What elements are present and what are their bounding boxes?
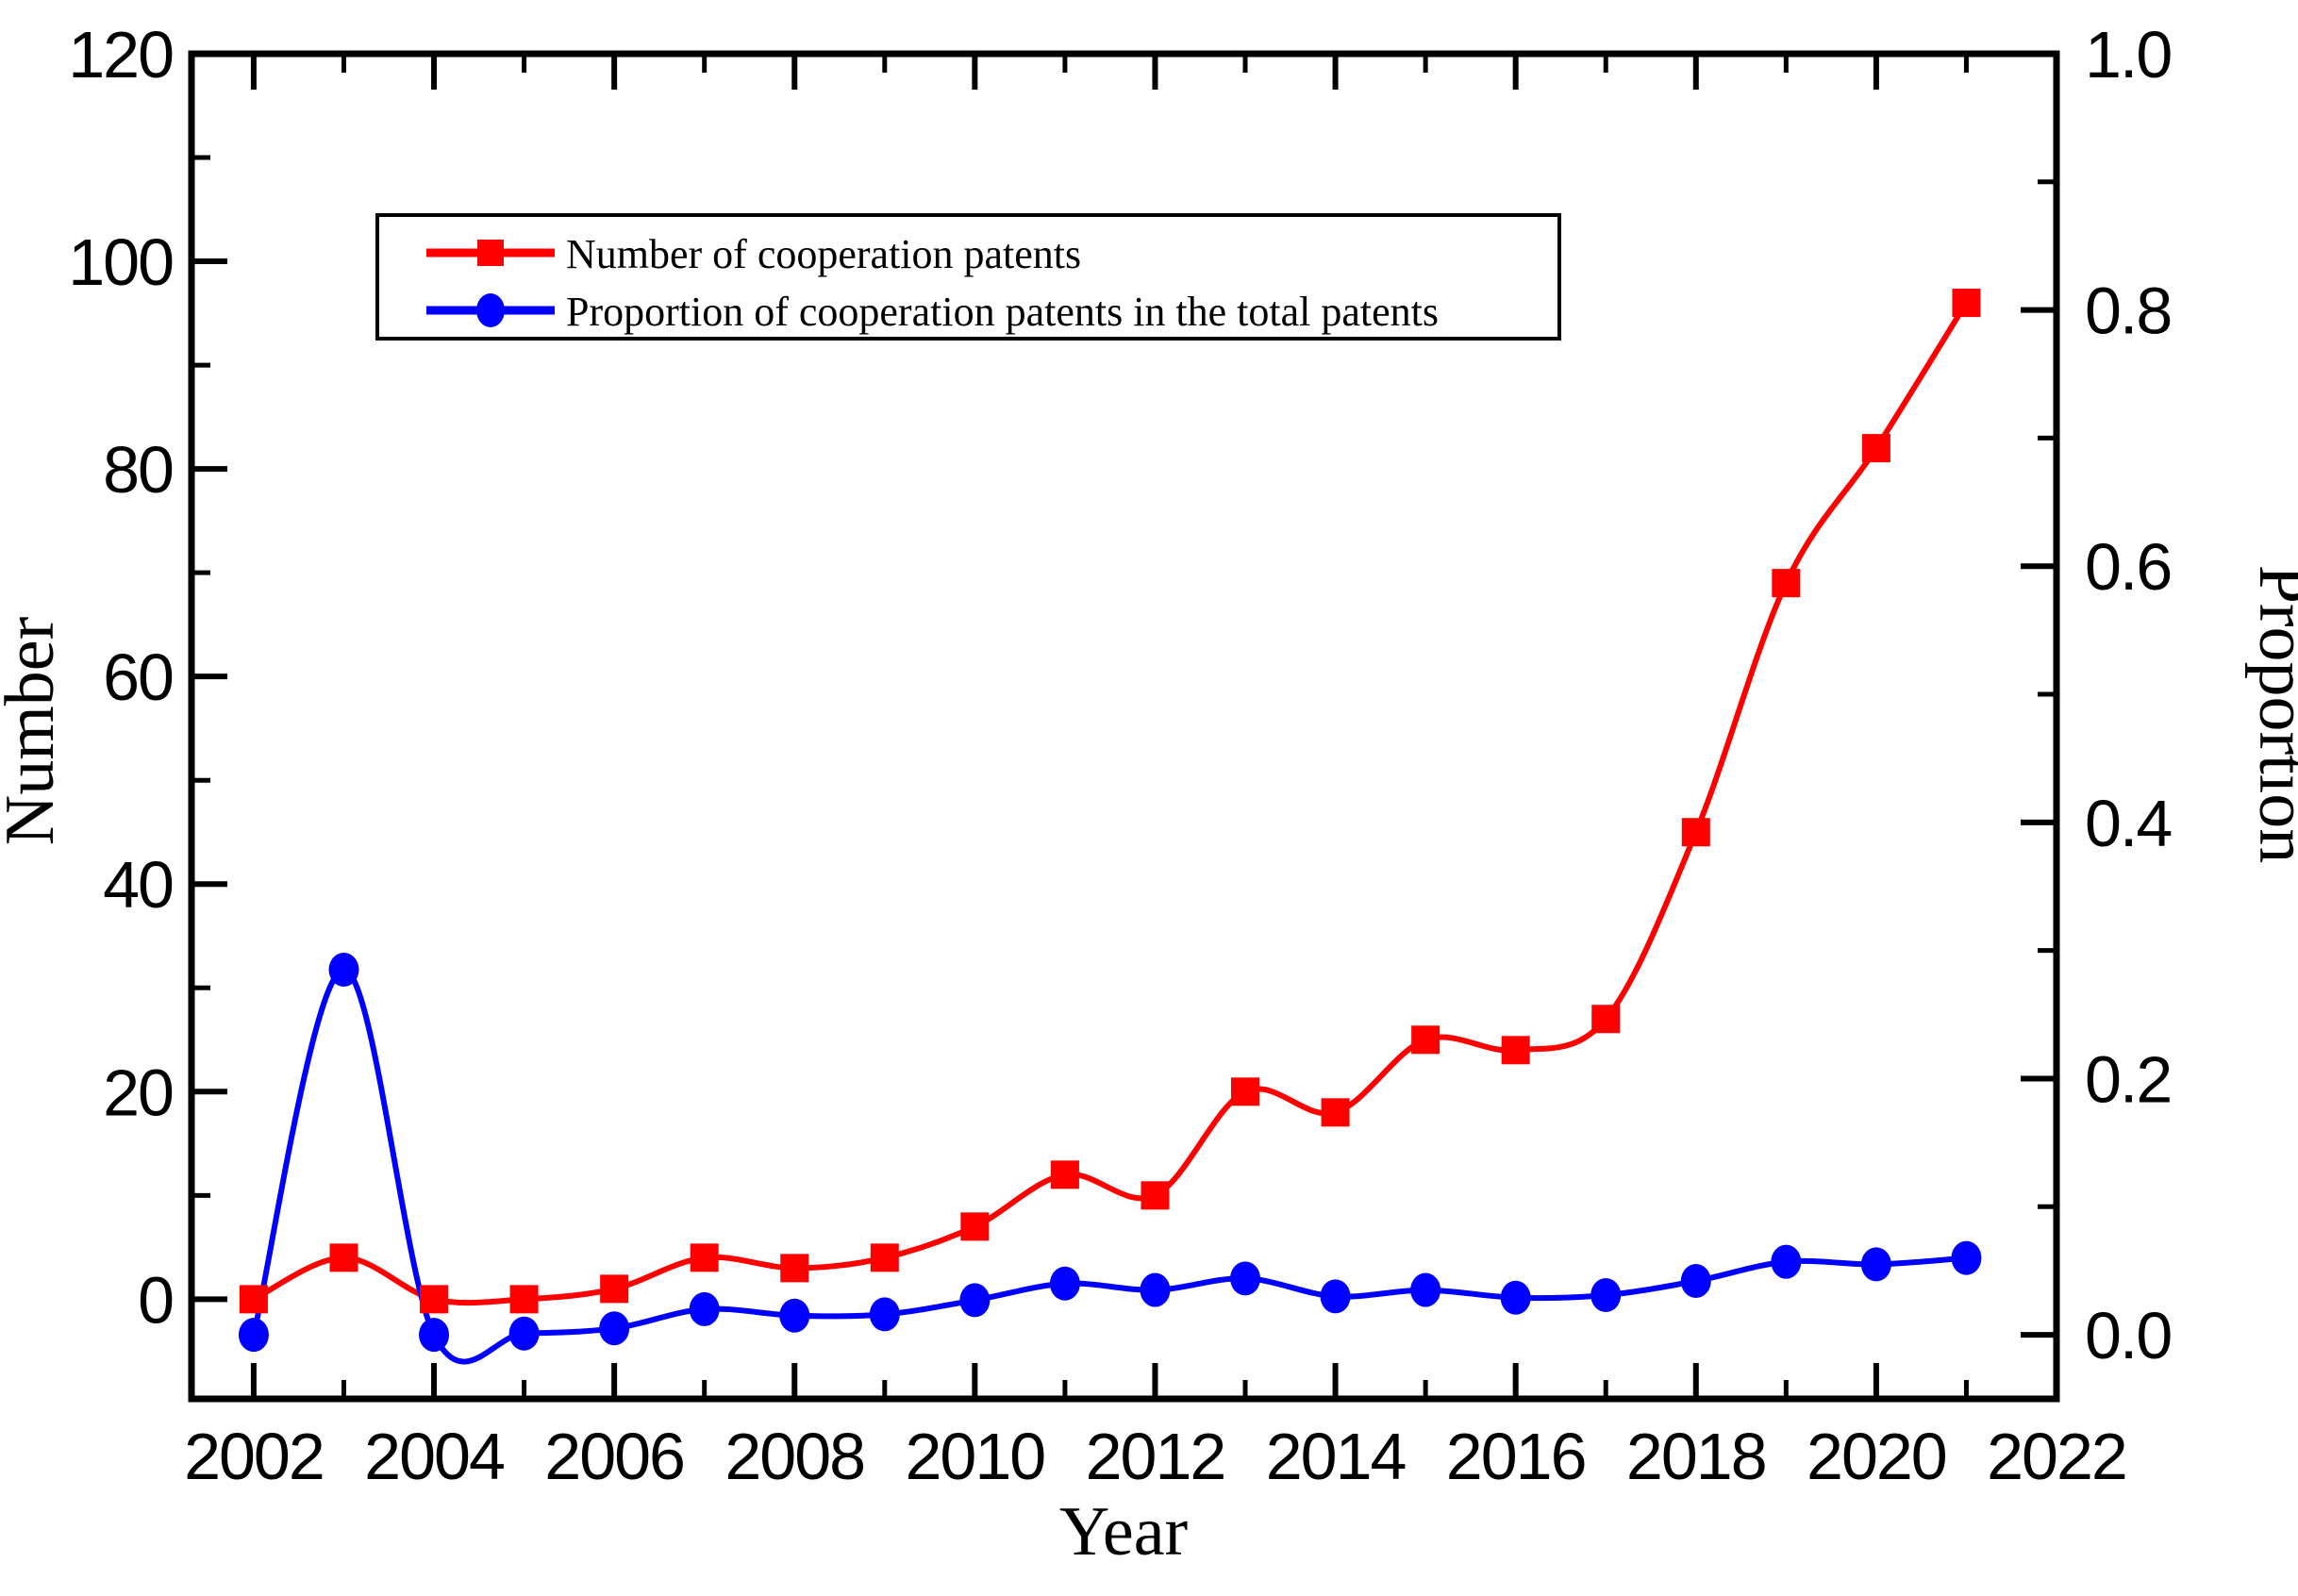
left-tick-label: 0 bbox=[138, 1263, 173, 1337]
data-point-square bbox=[1411, 1025, 1440, 1055]
data-point-square bbox=[780, 1254, 809, 1283]
left-tick-label: 60 bbox=[103, 640, 173, 714]
data-point-square bbox=[600, 1274, 629, 1304]
series-layer bbox=[238, 289, 1982, 1365]
x-tick-label: 2018 bbox=[1626, 1420, 1766, 1493]
data-point-square bbox=[1772, 569, 1801, 598]
x-tick-label: 2016 bbox=[1446, 1420, 1586, 1493]
legend: Number of cooperation patents Proportion… bbox=[375, 213, 1561, 341]
data-point-circle bbox=[508, 1316, 540, 1351]
data-point-circle bbox=[779, 1298, 810, 1333]
data-point-square bbox=[1141, 1181, 1170, 1210]
right-tick-label: 0.0 bbox=[2085, 1299, 2171, 1372]
data-point-square bbox=[509, 1285, 539, 1314]
data-point-square bbox=[870, 1243, 899, 1272]
data-point-circle bbox=[238, 1318, 269, 1353]
right-tick-label: 0.6 bbox=[2085, 530, 2171, 604]
data-point-square bbox=[1681, 818, 1710, 847]
right-axis-title: Proportion bbox=[2244, 565, 2298, 864]
legend-item-proportion: Proportion of cooperation patents in the… bbox=[426, 289, 1439, 335]
left-tick-label: 40 bbox=[103, 848, 173, 922]
legend-label-proportion: Proportion of cooperation patents in the… bbox=[566, 289, 1439, 335]
data-point-square bbox=[329, 1243, 358, 1272]
data-point-circle bbox=[1951, 1240, 1982, 1275]
x-tick-label: 2008 bbox=[724, 1420, 864, 1493]
series-line-red bbox=[250, 300, 1970, 1306]
data-point-circle bbox=[1590, 1277, 1622, 1312]
data-point-circle bbox=[1049, 1266, 1080, 1301]
legend-item-number: Number of cooperation patents bbox=[426, 231, 1081, 277]
data-point-circle bbox=[869, 1297, 900, 1332]
data-point-circle bbox=[959, 1283, 991, 1318]
legend-square-marker-icon bbox=[477, 240, 504, 266]
data-point-circle bbox=[1410, 1272, 1441, 1307]
left-tick-label: 120 bbox=[68, 18, 173, 91]
data-point-square bbox=[690, 1243, 719, 1272]
x-tick-label: 2022 bbox=[1987, 1420, 2126, 1493]
right-tick-label: 1.0 bbox=[2085, 18, 2171, 91]
data-point-square bbox=[1501, 1036, 1530, 1065]
data-point-square bbox=[1321, 1098, 1350, 1127]
data-point-square bbox=[1231, 1077, 1260, 1106]
data-point-circle bbox=[1771, 1244, 1802, 1279]
axes-layer: 2002 2004 2006 2008 2010 2012 2014 2016 2018 2020… bbox=[68, 18, 2173, 1493]
x-axis-title: Year bbox=[1059, 1493, 1188, 1571]
left-tick-label: 80 bbox=[103, 433, 173, 507]
legend-label-number: Number of cooperation patents bbox=[566, 231, 1081, 277]
x-tick-label: 2006 bbox=[544, 1420, 684, 1493]
left-tick-label: 100 bbox=[68, 225, 173, 299]
x-tick-label: 2010 bbox=[905, 1420, 1044, 1493]
data-point-circle bbox=[1230, 1261, 1261, 1296]
plot-frame bbox=[188, 50, 2060, 1403]
data-point-square bbox=[1952, 289, 1981, 318]
data-point-circle bbox=[328, 953, 359, 988]
legend-box bbox=[375, 213, 1561, 341]
x-tick-label: 2012 bbox=[1086, 1420, 1225, 1493]
data-point-circle bbox=[599, 1311, 630, 1346]
left-axis-title: Number bbox=[0, 617, 69, 846]
data-point-square bbox=[1861, 434, 1890, 463]
x-tick-label: 2002 bbox=[184, 1420, 324, 1493]
data-point-circle bbox=[1140, 1272, 1171, 1307]
data-point-square bbox=[239, 1285, 268, 1314]
x-tick-label: 2004 bbox=[364, 1420, 504, 1493]
left-tick-label: 20 bbox=[103, 1056, 173, 1129]
data-point-circle bbox=[419, 1318, 450, 1353]
data-point-circle bbox=[1320, 1279, 1351, 1314]
legend-circle-marker-icon bbox=[476, 293, 505, 327]
x-tick-label: 2014 bbox=[1266, 1420, 1406, 1493]
x-tick-label: 2020 bbox=[1807, 1420, 1946, 1493]
data-point-circle bbox=[689, 1291, 720, 1326]
data-point-square bbox=[960, 1212, 990, 1241]
data-point-circle bbox=[1500, 1280, 1531, 1315]
data-point-circle bbox=[1680, 1264, 1711, 1299]
right-tick-label: 0.4 bbox=[2085, 787, 2171, 860]
data-point-circle bbox=[1860, 1247, 1891, 1282]
data-point-square bbox=[420, 1285, 449, 1314]
right-tick-label: 0.2 bbox=[2085, 1042, 2171, 1116]
data-point-square bbox=[1050, 1160, 1079, 1189]
right-tick-label: 0.8 bbox=[2085, 274, 2171, 348]
data-point-square bbox=[1591, 1005, 1621, 1034]
